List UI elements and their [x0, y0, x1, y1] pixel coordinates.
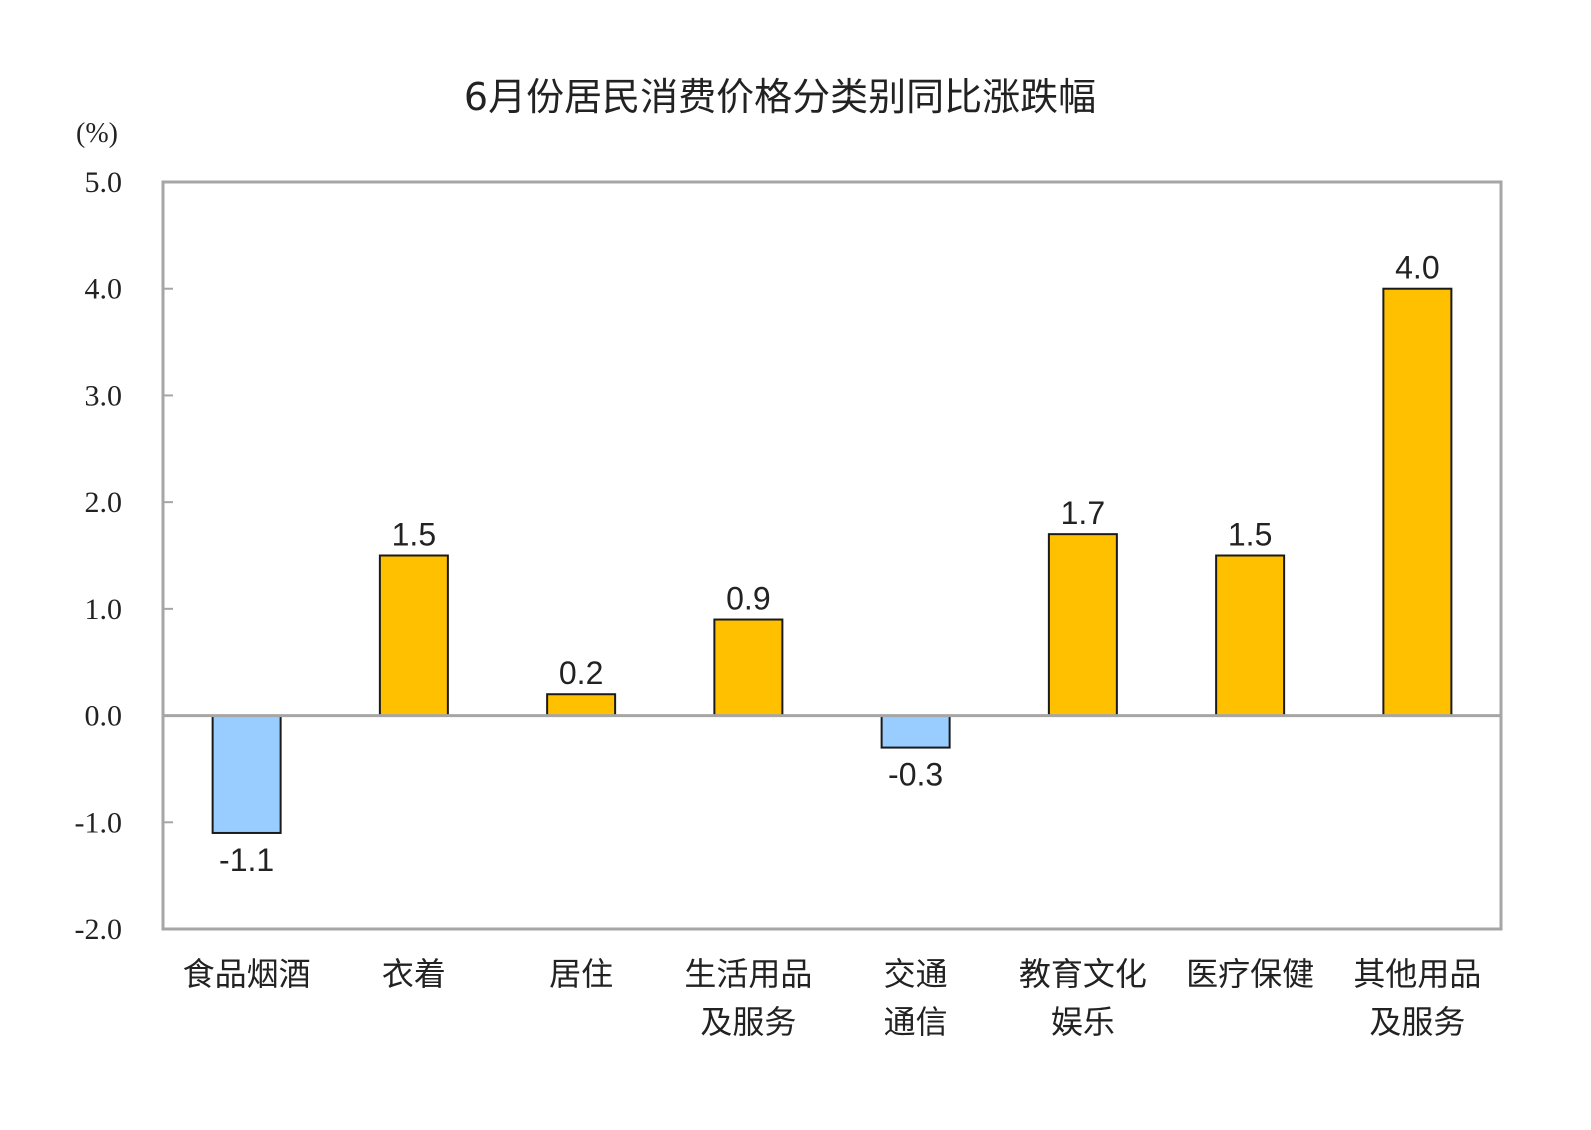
x-category-label: 及服务: [700, 1003, 796, 1041]
x-category-label: 医疗保健: [1186, 955, 1314, 993]
x-category-label: 衣着: [382, 955, 446, 993]
bar: [880, 714, 951, 749]
data-label: 0.9: [726, 581, 770, 617]
data-label: 1.5: [1228, 517, 1272, 553]
y-tick-label: 1.0: [85, 593, 123, 626]
chart-title: 6月份居民消费价格分类别同比涨跌幅: [464, 75, 1096, 119]
data-label: -0.3: [888, 757, 943, 793]
plot-area-frame: [161, 180, 1503, 931]
bar: [1382, 287, 1453, 717]
x-category-label: 娱乐: [1051, 1003, 1115, 1041]
y-tick-label: -2.0: [75, 913, 123, 946]
y-tick-label: 5.0: [85, 166, 123, 199]
y-axis-unit: (%): [76, 118, 118, 149]
x-category-label: 居住: [549, 955, 613, 993]
data-label: -1.1: [219, 842, 274, 878]
x-category-label: 生活用品: [684, 955, 812, 993]
x-category-label: 交通: [884, 955, 948, 993]
data-label: 0.2: [559, 655, 603, 691]
bar: [211, 714, 282, 834]
bar: [713, 618, 784, 717]
data-label: 1.5: [392, 517, 436, 553]
x-category-label: 食品烟酒: [183, 955, 311, 993]
x-category-label: 及服务: [1369, 1003, 1465, 1041]
bar: [378, 554, 449, 717]
bar: [1215, 554, 1286, 717]
y-tick-label: 3.0: [85, 379, 123, 412]
x-category-label: 教育文化: [1019, 955, 1147, 993]
data-label: 1.7: [1061, 495, 1105, 531]
bar: [546, 693, 617, 717]
x-category-label: 通信: [884, 1003, 948, 1041]
y-tick-label: 4.0: [85, 273, 123, 306]
data-label: 4.0: [1395, 250, 1439, 286]
bar: [1047, 533, 1118, 717]
y-tick-label: 0.0: [85, 700, 123, 733]
y-tick-label: 2.0: [85, 486, 123, 519]
y-tick-label: -1.0: [75, 806, 123, 839]
x-category-label: 其他用品: [1353, 955, 1481, 993]
